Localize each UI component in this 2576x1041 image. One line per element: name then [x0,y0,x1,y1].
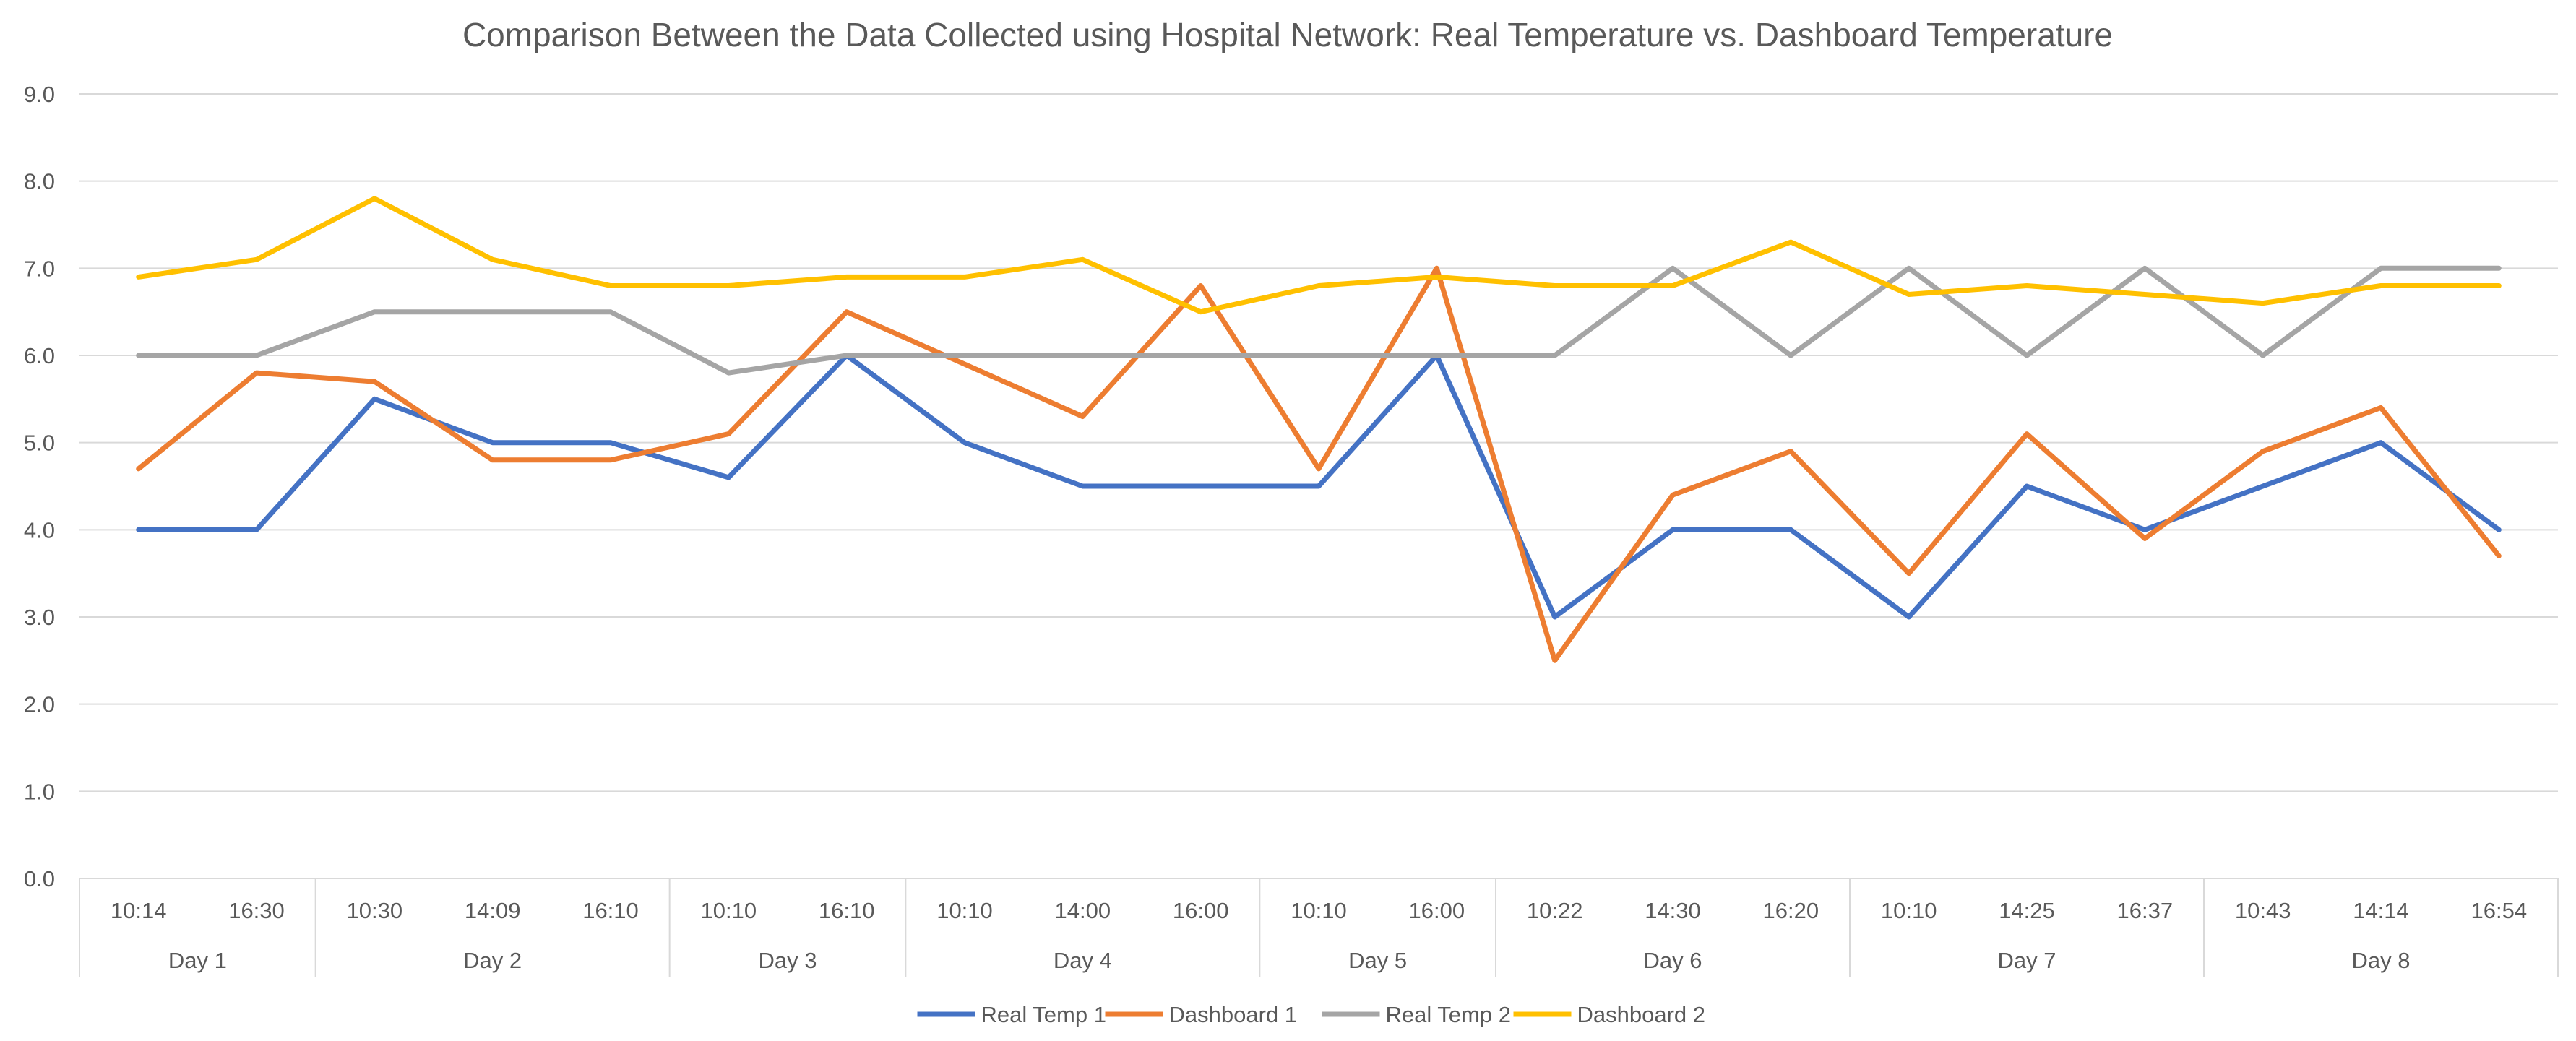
day-group-label: Day 7 [1998,948,2056,973]
y-tick-label: 1.0 [24,779,55,804]
data-point [2262,451,2264,452]
data-point [138,355,139,356]
data-point [1436,267,1437,269]
y-tick-label: 6.0 [24,343,55,368]
day-group-label: Day 3 [759,948,817,973]
data-point [728,433,729,435]
x-tick-label: 10:22 [1527,898,1583,923]
x-tick-label: 16:10 [582,898,639,923]
x-tick-label: 10:30 [347,898,403,923]
data-point [846,311,848,313]
x-tick-label: 16:00 [1409,898,1465,923]
data-point [1082,355,1083,356]
x-tick-label: 10:10 [1291,898,1347,923]
day-group-label: Day 6 [1644,948,1702,973]
series-line-dashboard-1 [136,265,2502,663]
x-tick-label: 16:54 [2471,898,2528,923]
day-group-label: Day 8 [2352,948,2411,973]
data-point [2026,485,2028,487]
data-point [492,442,494,444]
y-tick-label: 0.0 [24,866,55,891]
y-tick-label: 2.0 [24,692,55,717]
data-point [1436,355,1437,356]
data-point [2262,355,2264,356]
data-point [1908,573,1910,574]
y-tick-label: 3.0 [24,605,55,630]
data-point [2026,285,2028,286]
data-point [1554,355,1556,356]
day-group-label: Day 4 [1054,948,1112,973]
x-tick-label: 10:10 [701,898,757,923]
x-tick-label: 16:20 [1763,898,1819,923]
y-tick-label: 5.0 [24,431,55,456]
data-point [1200,311,1202,313]
x-tick-label: 10:10 [936,898,993,923]
x-tick-label: 14:30 [1645,898,1701,923]
data-point [1554,616,1556,618]
data-point [1200,485,1202,487]
x-tick-label: 14:09 [465,898,521,923]
data-point [1082,485,1083,487]
data-point [2380,442,2382,444]
data-point [1082,415,1083,417]
y-tick-label: 7.0 [24,256,55,281]
legend-label: Dashboard 2 [1577,1002,1706,1027]
day-group-label: Day 2 [463,948,522,973]
data-point [846,355,848,356]
x-tick-label: 10:14 [111,898,167,923]
y-axis-ticks: 0.0 1.0 2.0 3.0 4.0 5.0 6.0 7.0 8.0 9.0 [24,82,55,891]
day-group-label: Day 1 [168,948,227,973]
data-point [1082,259,1083,260]
x-tick-label: 16:10 [819,898,875,923]
data-point [492,259,494,260]
data-point [492,311,494,313]
x-tick-label: 16:37 [2117,898,2174,923]
data-point [1200,355,1202,356]
data-point [2026,355,2028,356]
legend-label: Dashboard 1 [1169,1002,1298,1027]
data-point [492,459,494,461]
data-point [728,285,729,286]
y-tick-label: 8.0 [24,169,55,194]
x-tick-label: 10:10 [1881,898,1937,923]
data-point [1908,616,1910,618]
data-point [1200,285,1202,286]
x-tick-label: 16:30 [228,898,285,923]
x-axis: 10:14 16:30 10:30 14:09 16:10 10:10 16:10 10:10… [79,878,2559,977]
data-point [374,311,375,313]
data-point [374,381,375,382]
chart-title: Comparison Between the Data Collected us… [462,16,2113,53]
x-tick-label: 14:00 [1055,898,1111,923]
day-group-label: Day 5 [1348,948,1407,973]
y-tick-label: 4.0 [24,517,55,543]
data-point [2380,407,2382,408]
x-tick-label: 14:14 [2353,898,2409,923]
data-point [1908,294,1910,295]
data-point [138,468,139,470]
data-point [2262,485,2264,487]
y-tick-label: 9.0 [24,82,55,107]
data-point [1554,660,1556,661]
x-tick-label: 10:43 [2235,898,2291,923]
data-point [728,477,729,478]
data-point [1554,285,1556,286]
x-tick-label: 16:00 [1173,898,1229,923]
data-point [374,198,375,199]
legend-label: Real Temp 1 [981,1002,1106,1027]
data-point [2026,433,2028,435]
series-line-dashboard-2 [136,196,2502,315]
data-point [2380,285,2382,286]
x-tick-label: 14:25 [1999,898,2055,923]
data-point [1908,267,1910,269]
legend-label: Real Temp 2 [1386,1002,1511,1027]
legend: Real Temp 1 Dashboard 1 Real Temp 2 Dashboa… [917,1002,1706,1027]
data-point [2380,267,2382,269]
series-lines [136,196,2502,663]
